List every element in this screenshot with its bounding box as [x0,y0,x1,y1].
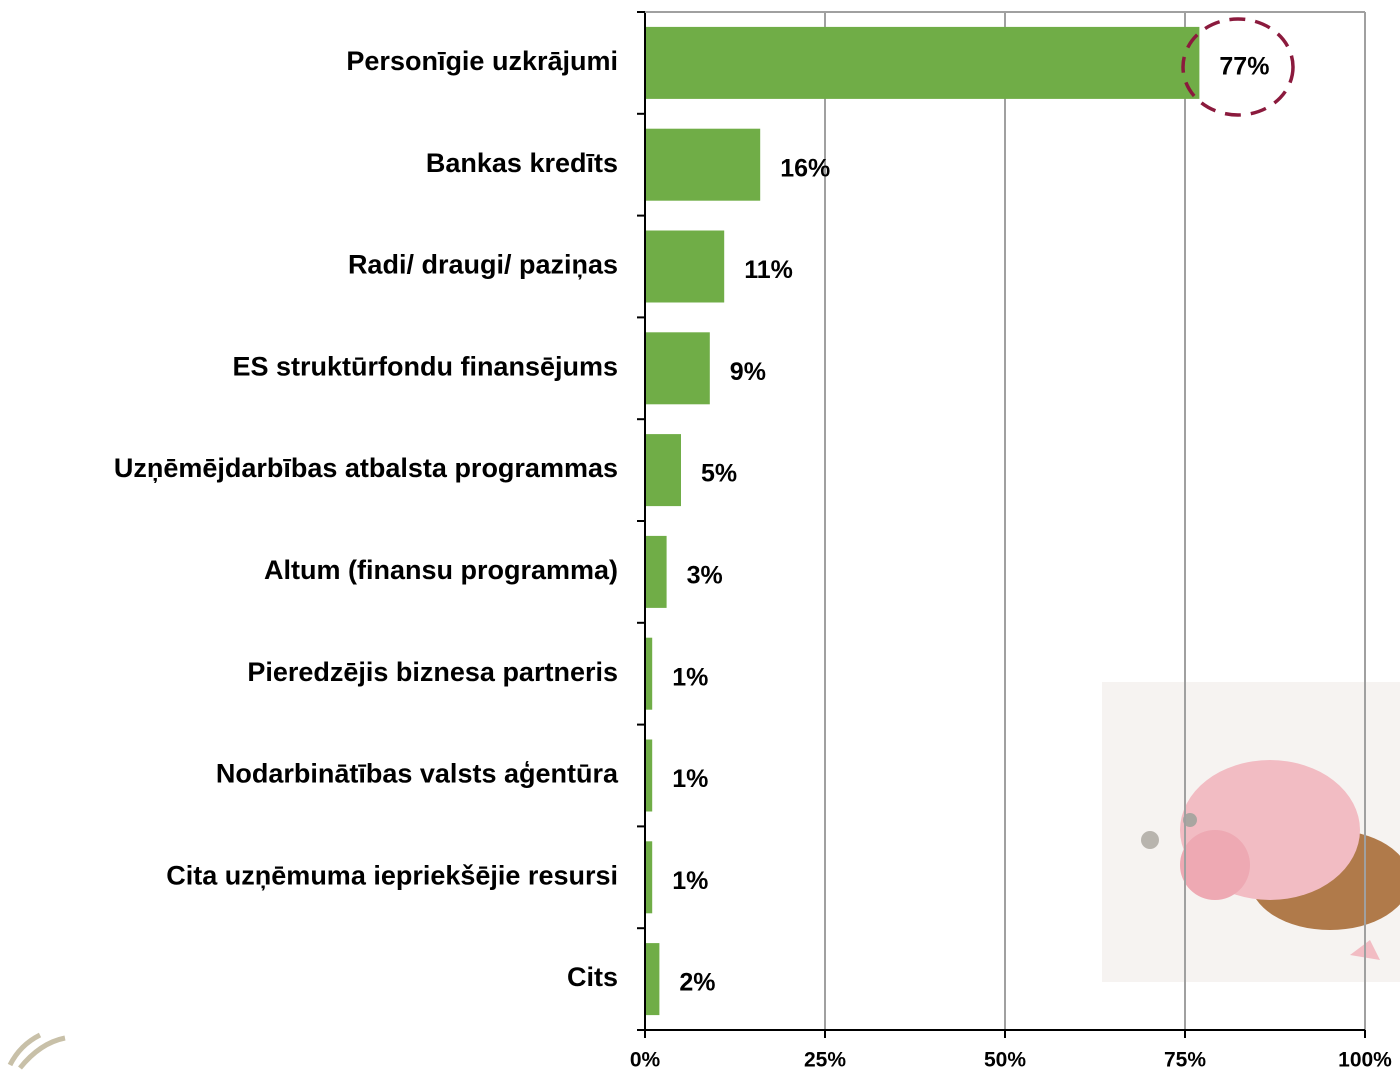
category-label: Nodarbinātības valsts aģentūra [216,759,619,789]
data-label: 1% [672,663,708,691]
x-tick-label: 0% [630,1049,661,1070]
data-label: 16% [780,154,830,182]
data-label: 11% [744,256,793,284]
data-label: 1% [672,765,708,793]
category-label: Cits [567,962,618,992]
data-label: 5% [701,460,737,488]
category-label: Pieredzējis biznesa partneris [247,657,618,687]
x-tick-label: 50% [984,1049,1026,1070]
data-label: 9% [730,358,766,386]
bar [645,739,653,812]
plot-area: 0% 25% 50% 75% 100% Personīgie uzkrājumi 77% Ba… [114,11,1392,1070]
data-label: 3% [687,562,723,590]
bar [645,128,761,201]
bar [645,841,653,914]
x-tick-label: 75% [1164,1049,1206,1070]
decoration [7,1032,66,1070]
highlight-circle [1181,17,1295,117]
bar [645,637,653,710]
bar [645,943,660,1016]
category-label: ES struktūrfondu finansējums [232,351,618,381]
bar [645,230,725,303]
category-label: Altum (finansu programma) [264,555,618,585]
bar [645,535,667,608]
category-label: Radi/ draugi/ paziņas [348,250,618,280]
category-label: Personīgie uzkrājumi [346,46,618,76]
data-label: 77% [1219,53,1269,81]
x-tick-label: 100% [1338,1049,1392,1070]
x-tick-label: 25% [804,1049,846,1070]
category-label: Bankas kredīts [426,148,618,178]
category-label: Cita uzņēmuma iepriekšējie resursi [166,860,618,890]
bar [645,26,1200,99]
category-label: Uzņēmējdarbības atbalsta programmas [114,453,618,483]
bar [645,332,710,405]
bar [645,434,681,507]
data-label: 1% [672,867,708,895]
piggy-photo [1102,682,1400,982]
data-label: 2% [679,969,715,997]
